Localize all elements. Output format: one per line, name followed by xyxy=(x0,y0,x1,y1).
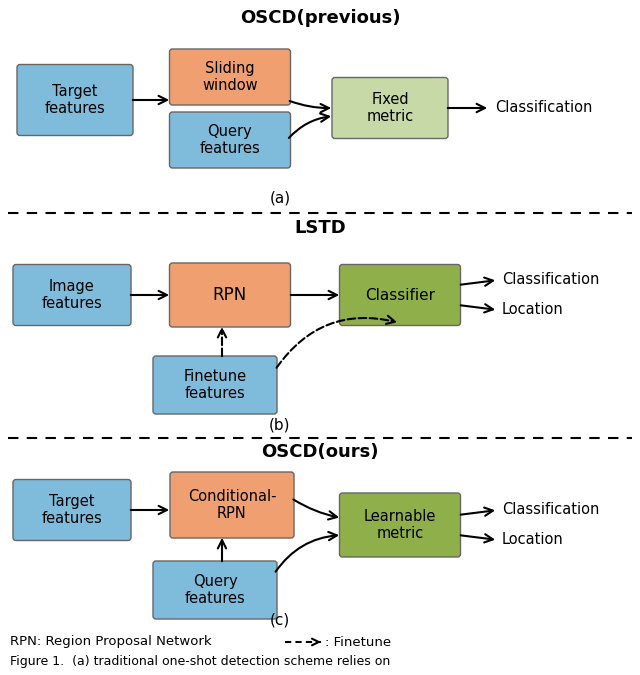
FancyBboxPatch shape xyxy=(13,479,131,541)
Text: OSCD(ours): OSCD(ours) xyxy=(261,443,379,461)
FancyBboxPatch shape xyxy=(17,65,133,136)
Text: LSTD: LSTD xyxy=(294,219,346,237)
Text: RPN: RPN xyxy=(213,286,247,304)
FancyBboxPatch shape xyxy=(170,472,294,538)
FancyBboxPatch shape xyxy=(13,265,131,325)
Text: (c): (c) xyxy=(270,612,290,628)
Text: Query
features: Query features xyxy=(184,574,245,606)
Text: RPN: Region Proposal Network: RPN: Region Proposal Network xyxy=(10,635,212,649)
Text: Query
features: Query features xyxy=(200,124,260,156)
Text: Location: Location xyxy=(502,533,564,547)
Text: Target
features: Target features xyxy=(45,84,106,116)
Text: (a): (a) xyxy=(269,190,291,205)
FancyBboxPatch shape xyxy=(153,561,277,619)
Text: Classification: Classification xyxy=(502,502,600,518)
FancyBboxPatch shape xyxy=(332,78,448,138)
Text: OSCD(previous): OSCD(previous) xyxy=(240,9,400,27)
FancyBboxPatch shape xyxy=(153,356,277,414)
Text: Location: Location xyxy=(502,302,564,317)
Text: Classifier: Classifier xyxy=(365,288,435,302)
FancyBboxPatch shape xyxy=(339,265,461,325)
FancyBboxPatch shape xyxy=(170,112,291,168)
Text: Learnable
metric: Learnable metric xyxy=(364,509,436,541)
FancyBboxPatch shape xyxy=(170,49,291,105)
Text: Conditional-
RPN: Conditional- RPN xyxy=(188,489,276,521)
Text: Finetune
features: Finetune features xyxy=(184,369,246,401)
FancyBboxPatch shape xyxy=(339,493,461,557)
Text: (b): (b) xyxy=(269,418,291,433)
Text: Classification: Classification xyxy=(502,273,600,288)
Text: Classification: Classification xyxy=(495,101,593,115)
FancyBboxPatch shape xyxy=(170,263,291,327)
Text: Sliding
window: Sliding window xyxy=(202,61,258,93)
Text: Fixed
metric: Fixed metric xyxy=(366,92,413,124)
Text: Figure 1.  (a) traditional one-shot detection scheme relies on: Figure 1. (a) traditional one-shot detec… xyxy=(10,655,390,668)
Text: Image
features: Image features xyxy=(42,279,102,311)
Text: Target
features: Target features xyxy=(42,494,102,526)
Text: : Finetune: : Finetune xyxy=(325,635,391,649)
